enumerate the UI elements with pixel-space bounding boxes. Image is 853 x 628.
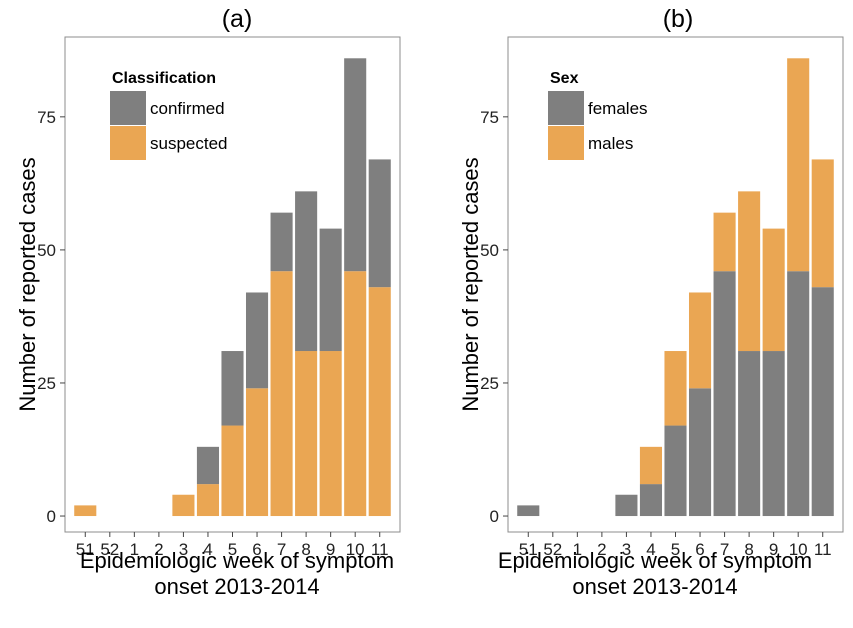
bar-suspected-6 <box>245 388 269 517</box>
bar-suspected-9 <box>319 351 342 517</box>
bar-males-11 <box>811 159 834 288</box>
x-tick-label: 10 <box>789 540 808 559</box>
bar-confirmed-8 <box>295 191 318 352</box>
x-tick-label: 4 <box>203 540 212 559</box>
bar-males-4 <box>639 446 663 485</box>
y-axis-label: Number of reported cases <box>458 157 483 411</box>
x-axis-label-line-1: Epidemiologic week of symptom <box>498 548 812 573</box>
bar-males-10 <box>787 58 810 272</box>
x-tick-label: 3 <box>179 540 188 559</box>
bar-confirmed-6 <box>245 292 269 389</box>
x-axis-label-line-2: onset 2013-2014 <box>154 574 319 599</box>
x-tick-label: 7 <box>277 540 286 559</box>
bar-females-5 <box>664 425 687 517</box>
bar-confirmed-4 <box>196 446 220 485</box>
bar-females-51 <box>517 505 540 517</box>
bar-suspected-11 <box>368 287 391 517</box>
y-tick-label: 0 <box>47 507 56 526</box>
legend: Sex females males <box>546 64 666 164</box>
x-tick-label: 2 <box>154 540 163 559</box>
x-tick-label: 52 <box>100 540 119 559</box>
chart-title: (a) <box>222 5 253 33</box>
bar-confirmed-11 <box>368 159 391 288</box>
bar-males-8 <box>738 191 761 352</box>
bar-suspected-3 <box>172 494 195 517</box>
x-tick-label: 8 <box>744 540 753 559</box>
legend-key-males <box>548 126 584 160</box>
x-tick-label: 3 <box>622 540 631 559</box>
x-tick-label: 4 <box>646 540 655 559</box>
y-axis-label: Number of reported cases <box>15 157 40 411</box>
x-tick-label: 5 <box>671 540 680 559</box>
bar-females-8 <box>738 351 761 517</box>
x-tick-label: 7 <box>720 540 729 559</box>
bar-suspected-4 <box>196 484 220 517</box>
bar-males-5 <box>664 351 687 426</box>
x-tick-label: 11 <box>814 540 832 559</box>
y-tick-label: 75 <box>480 108 499 127</box>
bar-suspected-51 <box>74 505 97 517</box>
x-tick-label: 52 <box>543 540 562 559</box>
x-axis-label-line-2: onset 2013-2014 <box>572 574 737 599</box>
legend-title: Classification <box>112 70 216 87</box>
x-axis-label-line-1: Epidemiologic week of symptom <box>80 548 394 573</box>
legend: Classification confirmed suspected <box>108 64 268 164</box>
y-tick-label: 25 <box>37 374 56 393</box>
y-tick-label: 50 <box>37 241 56 260</box>
bar-confirmed-7 <box>270 212 293 272</box>
y-tick-label: 75 <box>37 108 56 127</box>
bar-confirmed-9 <box>319 228 342 352</box>
legend-title: Sex <box>550 70 579 87</box>
x-tick-label: 1 <box>573 540 582 559</box>
x-tick-label: 1 <box>130 540 139 559</box>
bar-females-9 <box>762 351 785 517</box>
legend-key-confirmed <box>110 91 146 125</box>
bar-suspected-8 <box>295 351 318 517</box>
x-tick-label: 6 <box>695 540 704 559</box>
bar-confirmed-10 <box>344 58 367 272</box>
x-tick-label: 10 <box>346 540 365 559</box>
x-tick-label: 51 <box>519 540 538 559</box>
x-tick-label: 2 <box>597 540 606 559</box>
bar-suspected-10 <box>344 271 367 517</box>
bar-suspected-7 <box>270 271 293 517</box>
bar-females-4 <box>639 484 663 517</box>
bar-males-9 <box>762 228 785 352</box>
legend-label-females: females <box>588 99 648 118</box>
bar-females-6 <box>688 388 712 517</box>
bar-females-3 <box>615 494 638 517</box>
x-tick-label: 9 <box>326 540 335 559</box>
bar-females-10 <box>787 271 810 517</box>
x-tick-label: 6 <box>252 540 261 559</box>
legend-key-suspected <box>110 126 146 160</box>
legend-label-confirmed: confirmed <box>150 99 225 118</box>
bar-males-6 <box>688 292 712 389</box>
bar-females-11 <box>811 287 834 517</box>
legend-label-males: males <box>588 134 633 153</box>
y-tick-label: 25 <box>480 374 499 393</box>
x-tick-label: 5 <box>228 540 237 559</box>
bar-confirmed-5 <box>221 351 244 426</box>
x-tick-label: 11 <box>371 540 389 559</box>
bar-suspected-5 <box>221 425 244 517</box>
x-tick-label: 8 <box>301 540 310 559</box>
legend-label-suspected: suspected <box>150 134 228 153</box>
legend-key-females <box>548 91 584 125</box>
x-tick-label: 51 <box>76 540 95 559</box>
y-tick-label: 50 <box>480 241 499 260</box>
bar-males-7 <box>713 212 736 272</box>
x-tick-label: 9 <box>769 540 778 559</box>
bar-females-7 <box>713 271 736 517</box>
chart-title: (b) <box>663 5 694 33</box>
y-tick-label: 0 <box>490 507 499 526</box>
